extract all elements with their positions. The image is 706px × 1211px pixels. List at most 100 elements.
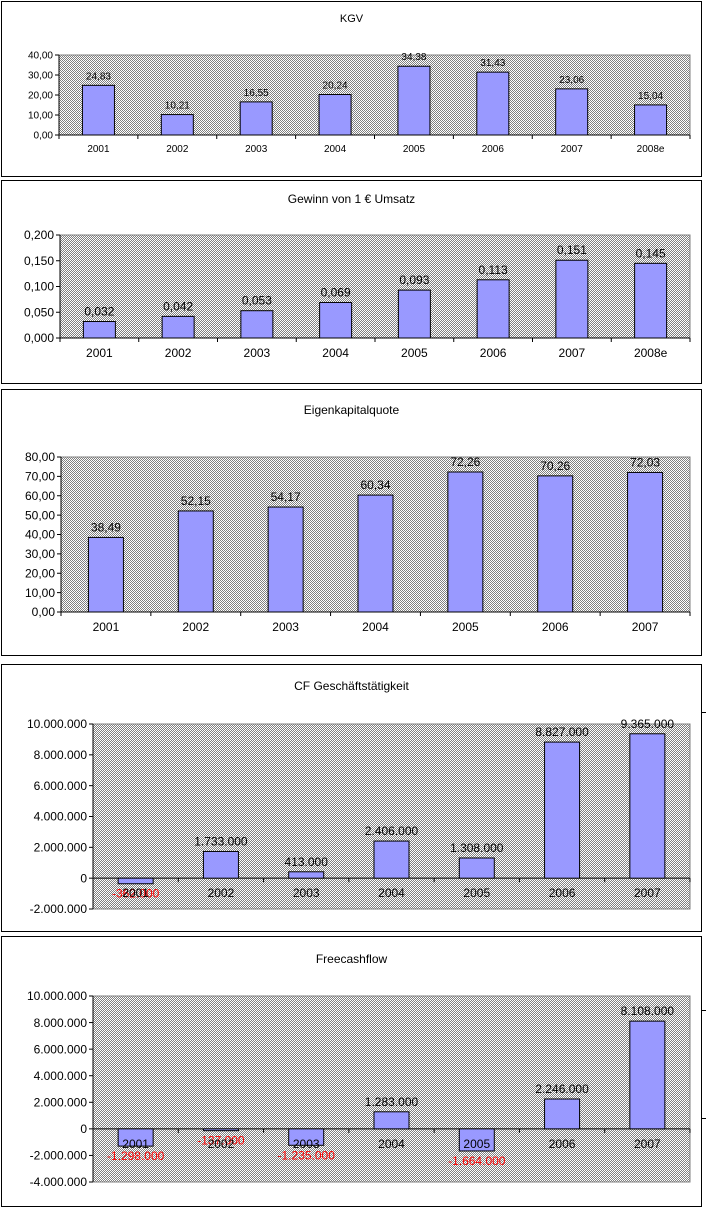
data-label: 0,042: [163, 299, 193, 313]
y-tick-label: 0: [80, 1122, 87, 1136]
chart-cf-plot: -2.000.000 0 2.000.000 4.000.000 6.000.000 8.…: [27, 717, 691, 916]
y-tick-label: -2.000.000: [30, 1149, 88, 1163]
bar: [267, 506, 304, 613]
data-label: -1.235.000: [278, 1148, 336, 1162]
bar: [544, 1098, 581, 1130]
bar: [288, 1128, 325, 1146]
x-tick-label: 2002: [208, 886, 235, 900]
x-tick-label: 2006: [549, 886, 576, 900]
data-label: 0,032: [84, 305, 114, 319]
data-label: 31,43: [480, 58, 505, 69]
x-tick-label: 2003: [245, 144, 268, 155]
y-tick-label: 0,100: [24, 280, 54, 294]
x-tick-label: 2001: [122, 1137, 149, 1151]
y-tick-label: 6.000.000: [34, 1042, 88, 1056]
y-tick-label: 20,00: [28, 91, 53, 102]
x-tick-label: 2003: [244, 346, 271, 360]
x-tick-label: 2004: [378, 1137, 405, 1151]
x-tick-label: 2002: [208, 1137, 235, 1151]
bar: [555, 88, 589, 136]
data-label: 20,24: [323, 81, 348, 92]
x-tick-label: 2006: [480, 346, 507, 360]
y-tick-label: -4.000.000: [30, 1175, 88, 1189]
bar: [160, 114, 194, 136]
chart-title: KGV: [339, 13, 364, 25]
y-tick-label: 0,150: [24, 254, 54, 268]
chart-title: Freecashflow: [315, 952, 388, 966]
data-label: 38,49: [91, 520, 121, 534]
edge-tick: [702, 1010, 706, 1011]
data-label: 8.108.000: [621, 1004, 675, 1018]
bar: [373, 840, 410, 879]
data-label: 54,17: [271, 490, 301, 504]
x-tick-label: 2007: [559, 346, 586, 360]
plot-area: [92, 995, 691, 1183]
data-label: 34,38: [401, 52, 426, 63]
y-tick-label: 0,200: [24, 228, 54, 242]
x-tick-label: 2001: [122, 886, 149, 900]
x-tick-label: 2006: [549, 1137, 576, 1151]
bar: [447, 471, 484, 613]
x-tick-label: 2006: [542, 620, 569, 634]
bar: [117, 1128, 154, 1147]
data-label: 23,06: [559, 75, 584, 86]
bar: [476, 71, 510, 136]
data-label: 1.308.000: [450, 841, 504, 855]
y-tick-label: 30,00: [28, 71, 53, 82]
y-tick-label: 0,000: [24, 331, 54, 345]
x-tick-label: 2008e: [634, 346, 668, 360]
data-label: 2.406.000: [365, 824, 419, 838]
bar: [634, 104, 668, 136]
y-tick-label: 20,00: [25, 566, 55, 580]
bar: [81, 84, 115, 136]
bar: [544, 741, 581, 879]
bar: [239, 101, 273, 136]
data-label: 1.733.000: [194, 834, 248, 848]
y-tick-label: 8.000.000: [34, 748, 88, 762]
data-label: -362.000: [112, 887, 160, 901]
data-label: 1.283.000: [365, 1095, 419, 1109]
x-tick-label: 2007: [561, 144, 584, 155]
y-tick-label: 4.000.000: [34, 1069, 88, 1083]
x-tick-label: 2001: [93, 620, 120, 634]
x-tick-label: 2003: [293, 886, 320, 900]
x-tick-label: 2004: [378, 886, 405, 900]
bar: [87, 536, 124, 613]
bar: [288, 871, 325, 879]
data-label: 8.827.000: [535, 725, 589, 739]
bar: [202, 1128, 239, 1132]
y-tick-label: 10,00: [25, 586, 55, 600]
data-label: 16,55: [244, 88, 269, 99]
y-tick-label: 0,00: [32, 605, 56, 619]
plot-area: [92, 723, 691, 910]
y-tick-label: 0,050: [24, 305, 54, 319]
bar: [397, 65, 431, 136]
bar: [177, 510, 214, 613]
x-tick-label: 2005: [463, 1137, 490, 1151]
bar: [458, 1128, 495, 1152]
bar: [627, 471, 664, 613]
data-label: 0,069: [321, 285, 351, 299]
chart-title: CF Geschäftstätigkeit: [294, 679, 409, 693]
bar: [240, 310, 274, 339]
y-tick-label: 6.000.000: [34, 779, 88, 793]
y-tick-label: 0,00: [34, 131, 54, 142]
chart-title: Eigenkapitalquote: [303, 403, 400, 417]
y-tick-label: 0: [80, 871, 87, 885]
bar: [537, 475, 574, 613]
x-tick-label: 2007: [634, 886, 661, 900]
data-label: 15,04: [638, 91, 663, 102]
chart-panel-eigenkapitalquote: Eigenkapitalquote 0,00 10,00 20,00 30,00 40,…: [1, 389, 702, 656]
chart-panel-gewinn: Gewinn von 1 € Umsatz 0,000 0,050 0,100 0,1…: [1, 180, 702, 384]
data-label: 2.246.000: [535, 1082, 589, 1096]
data-label: 0,053: [242, 294, 272, 308]
bar: [117, 877, 154, 885]
y-tick-label: 50,00: [25, 508, 55, 522]
chart-title: Gewinn von 1 € Umsatz: [287, 192, 416, 206]
x-tick-label: 2002: [182, 620, 209, 634]
bar: [397, 289, 431, 339]
x-tick-label: 2004: [324, 144, 347, 155]
data-label: 72,26: [450, 455, 480, 469]
data-label: 52,15: [181, 494, 211, 508]
data-label: 0,093: [399, 273, 429, 287]
